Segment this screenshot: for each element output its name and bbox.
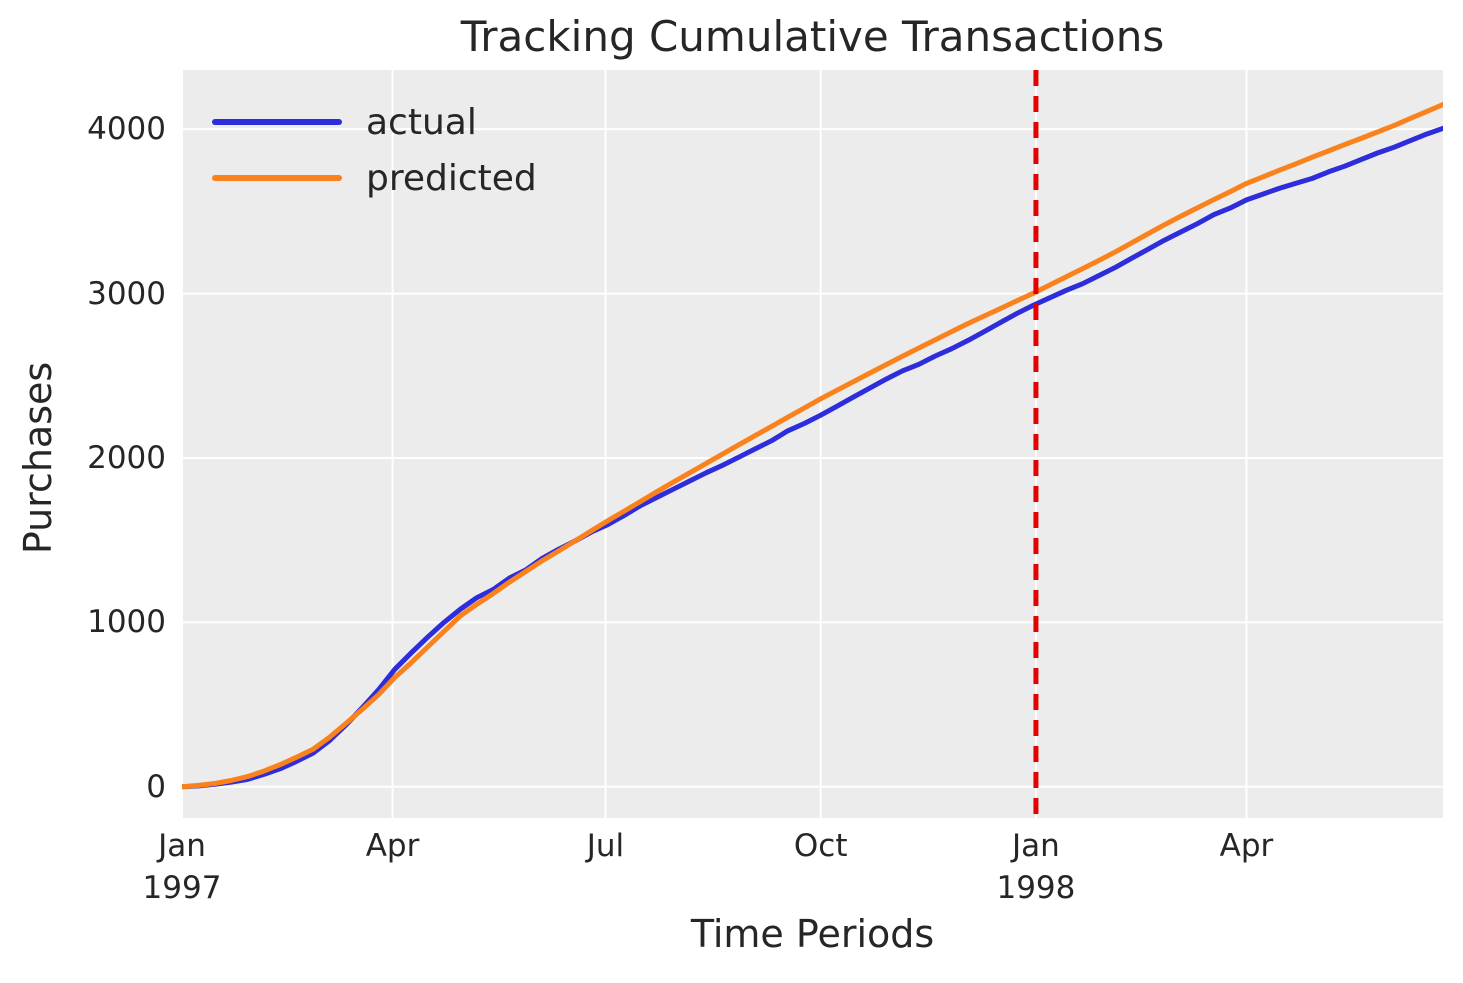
y-axis-label: Purchases <box>16 361 60 555</box>
x-tick-year: 1997 <box>142 869 222 906</box>
legend-entry-predicted: predicted <box>212 150 537 206</box>
y-tick-label: 1000 <box>87 604 166 641</box>
x-tick-month: Jan <box>158 828 206 864</box>
legend-line-swatch <box>212 175 342 181</box>
x-tick-label: Apr <box>1220 826 1274 868</box>
y-tick-label: 4000 <box>87 111 166 148</box>
x-axis-label: Time Periods <box>690 912 935 956</box>
x-tick-label: Oct <box>794 826 848 868</box>
y-tick-label: 3000 <box>87 275 166 312</box>
x-tick-month: Apr <box>365 828 420 864</box>
x-tick-month: Jan <box>1012 828 1060 864</box>
x-tick-label: Jul <box>587 826 624 868</box>
chart-title: Tracking Cumulative Transactions <box>460 12 1165 61</box>
plot-svg <box>182 70 1443 818</box>
x-tick-label: Jan 1998 <box>996 826 1075 910</box>
y-tick-label: 2000 <box>87 439 166 476</box>
predicted-line <box>182 102 1443 790</box>
plot-area <box>182 70 1443 818</box>
x-tick-label: Jan 1997 <box>143 826 222 910</box>
x-tick-year: 1998 <box>996 869 1076 906</box>
x-tick-label: Apr <box>366 826 420 868</box>
legend-line-swatch <box>212 119 342 125</box>
legend-label: actual <box>366 101 477 143</box>
x-tick-month: Jul <box>586 828 625 864</box>
actual-line <box>182 125 1443 790</box>
legend-label: predicted <box>366 157 537 199</box>
legend: actual predicted <box>212 94 537 206</box>
x-tick-month: Oct <box>793 828 848 864</box>
legend-entry-actual: actual <box>212 94 537 150</box>
y-tick-label: 0 <box>146 768 166 805</box>
x-tick-month: Apr <box>1219 828 1274 864</box>
